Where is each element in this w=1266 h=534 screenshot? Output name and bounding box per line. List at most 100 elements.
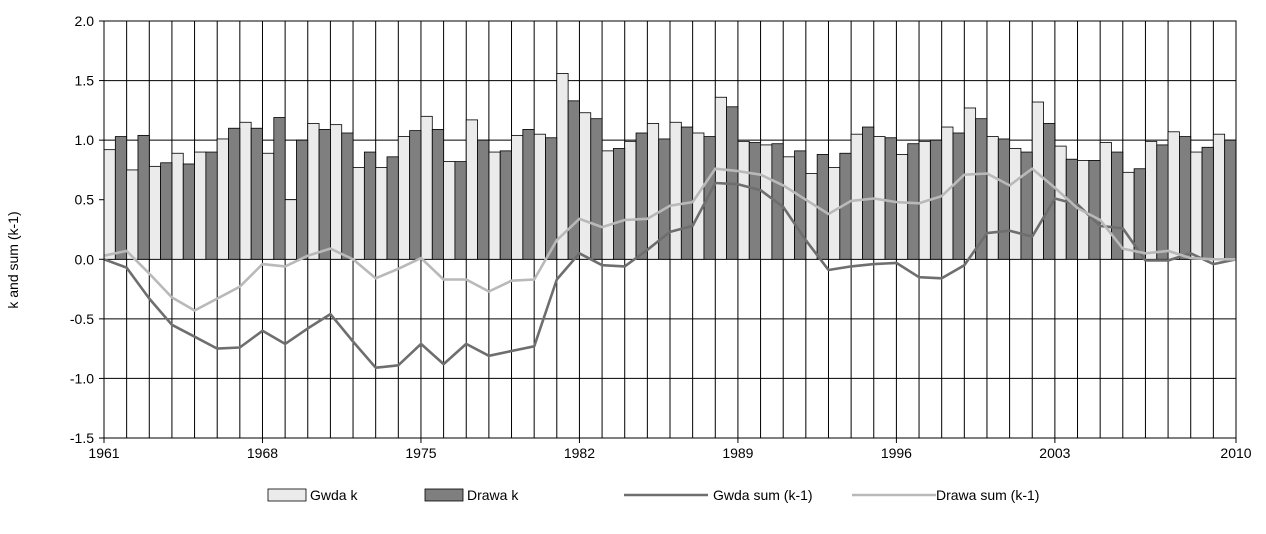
y-tick-label: 0.0 bbox=[75, 251, 95, 267]
bar-drawa-k-1972 bbox=[363, 151, 377, 260]
x-tick-label: 1961 bbox=[88, 445, 119, 461]
bar-gwda-k-2007 bbox=[1145, 140, 1158, 260]
bar-gwda-k-1989 bbox=[737, 140, 750, 260]
y-tick-label: -0.5 bbox=[70, 311, 94, 327]
bar-gwda-k-2005 bbox=[1099, 142, 1112, 260]
bar-drawa-k-1970 bbox=[318, 129, 331, 260]
y-tick-label: 1.5 bbox=[75, 73, 95, 89]
bar-gwda-k-1963 bbox=[148, 165, 161, 260]
bar-gwda-k-1979 bbox=[511, 134, 524, 260]
bar-gwda-k-2008 bbox=[1167, 131, 1180, 260]
bar-gwda-k-1987 bbox=[692, 132, 705, 260]
x-tick-label: 1968 bbox=[247, 445, 278, 461]
bar-drawa-k-2005 bbox=[1111, 151, 1124, 260]
bar-gwda-k-1970 bbox=[307, 123, 320, 260]
bar-gwda-k-1968 bbox=[262, 152, 275, 260]
bars bbox=[103, 73, 1237, 260]
x-axis-ticks: 1961 1968 1975 1982 1989 1996 2003 2010 bbox=[88, 438, 1252, 461]
y-axis-ticks: 2.0 1.5 1.0 0.5 0.0 -0.5 -1.0 -1.5 bbox=[70, 13, 94, 446]
bar-drawa-k-2002 bbox=[1043, 123, 1056, 260]
bar-drawa-k-1984 bbox=[635, 132, 648, 260]
bar-drawa-k-1974 bbox=[409, 130, 422, 260]
plot-area-border bbox=[103, 20, 1237, 439]
bar-drawa-k-2010 bbox=[1224, 139, 1237, 260]
bar-gwda-k-1962 bbox=[126, 169, 139, 260]
bar-gwda-k-1973 bbox=[375, 167, 388, 260]
bar-gwda-k-1971 bbox=[329, 124, 343, 260]
x-tick-label: 1996 bbox=[881, 445, 912, 461]
y-tick-label: 0.5 bbox=[75, 192, 95, 208]
bar-drawa-k-1965 bbox=[205, 151, 218, 260]
bar-drawa-k-1963 bbox=[160, 162, 173, 260]
bar-gwda-k-1977 bbox=[465, 119, 478, 260]
bar-gwda-k-2003 bbox=[1054, 145, 1067, 260]
bar-drawa-k-1978 bbox=[499, 150, 512, 260]
bar-gwda-k-1976 bbox=[443, 161, 456, 260]
bar-drawa-k-1962 bbox=[137, 134, 150, 260]
y-tick-label: 1.0 bbox=[75, 132, 95, 148]
x-tick-label: 1989 bbox=[722, 445, 753, 461]
bar-drawa-k-1995 bbox=[884, 137, 897, 260]
bar-drawa-k-2001 bbox=[1020, 151, 1033, 260]
bar-gwda-k-1996 bbox=[896, 154, 909, 260]
bar-drawa-k-2004 bbox=[1088, 159, 1101, 260]
bar-drawa-k-1981 bbox=[567, 100, 580, 260]
bar-gwda-k-1972 bbox=[352, 167, 365, 260]
bar-gwda-k-1986 bbox=[669, 121, 682, 260]
bar-gwda-k-1980 bbox=[533, 133, 546, 260]
bar-drawa-k-1966 bbox=[228, 127, 241, 260]
bar-gwda-k-1966 bbox=[216, 138, 229, 260]
bar-gwda-k-2010 bbox=[1212, 133, 1226, 260]
legend-swatch bbox=[424, 488, 464, 502]
bar-drawa-k-1998 bbox=[952, 132, 965, 260]
bar-drawa-k-1983 bbox=[613, 148, 626, 260]
bar-gwda-k-1974 bbox=[397, 136, 411, 260]
bar-drawa-k-1985 bbox=[658, 138, 671, 260]
bar-gwda-k-2006 bbox=[1122, 171, 1135, 260]
bar-drawa-k-1986 bbox=[680, 126, 694, 260]
bar-drawa-k-2008 bbox=[1179, 136, 1192, 260]
y-tick-label: -1.5 bbox=[70, 430, 94, 446]
legend: Gwda k Drawa k Gwda sum (k-1) Drawa sum (k-… bbox=[267, 487, 1039, 503]
bar-drawa-k-1967 bbox=[250, 127, 263, 260]
legend-label: Drawa k bbox=[467, 487, 519, 503]
bar-gwda-k-1990 bbox=[760, 144, 773, 260]
line-drawa-sum-k-1- bbox=[103, 167, 1236, 312]
bar-gwda-k-1961 bbox=[103, 149, 116, 260]
y-axis-title: k and sum (k-1) bbox=[5, 211, 21, 308]
legend-label: Drawa sum (k-1) bbox=[936, 487, 1039, 503]
y-tick-label: 2.0 bbox=[75, 13, 95, 29]
bar-gwda-k-1965 bbox=[194, 151, 207, 260]
bar-drawa-k-1991 bbox=[794, 150, 807, 260]
bar-gwda-k-1988 bbox=[714, 96, 728, 260]
x-tick-label: 1975 bbox=[405, 445, 436, 461]
bar-gwda-k-2009 bbox=[1190, 151, 1203, 260]
bar-gwda-k-1994 bbox=[850, 133, 863, 260]
bar-gwda-k-1985 bbox=[646, 123, 660, 260]
legend-label: Gwda sum (k-1) bbox=[713, 487, 813, 503]
bar-drawa-k-1989 bbox=[748, 142, 761, 260]
bar-gwda-k-1964 bbox=[171, 152, 184, 260]
bar-drawa-k-1977 bbox=[477, 139, 490, 260]
y-tick-label: -1.0 bbox=[70, 370, 94, 386]
x-tick-label: 1982 bbox=[564, 445, 595, 461]
bar-gwda-k-2000 bbox=[986, 136, 999, 260]
bar-drawa-k-1982 bbox=[590, 118, 603, 260]
bar-drawa-k-1976 bbox=[454, 161, 467, 260]
bar-gwda-k-1999 bbox=[963, 107, 977, 260]
bar-drawa-k-1973 bbox=[386, 156, 399, 260]
bar-gwda-k-2001 bbox=[1009, 148, 1022, 260]
bar-gwda-k-1978 bbox=[488, 151, 501, 260]
bar-drawa-k-1987 bbox=[703, 136, 716, 260]
bar-drawa-k-2006 bbox=[1133, 168, 1146, 260]
bar-drawa-k-1994 bbox=[862, 126, 875, 260]
legend-label: Gwda k bbox=[310, 487, 358, 503]
bar-drawa-k-2003 bbox=[1065, 158, 1078, 260]
bar-gwda-k-1983 bbox=[601, 150, 614, 260]
bar-drawa-k-1979 bbox=[522, 129, 535, 260]
bar-drawa-k-1980 bbox=[545, 137, 558, 260]
bar-drawa-k-1969 bbox=[296, 139, 309, 260]
bar-drawa-k-1961 bbox=[114, 136, 128, 260]
bar-drawa-k-1971 bbox=[341, 132, 354, 260]
